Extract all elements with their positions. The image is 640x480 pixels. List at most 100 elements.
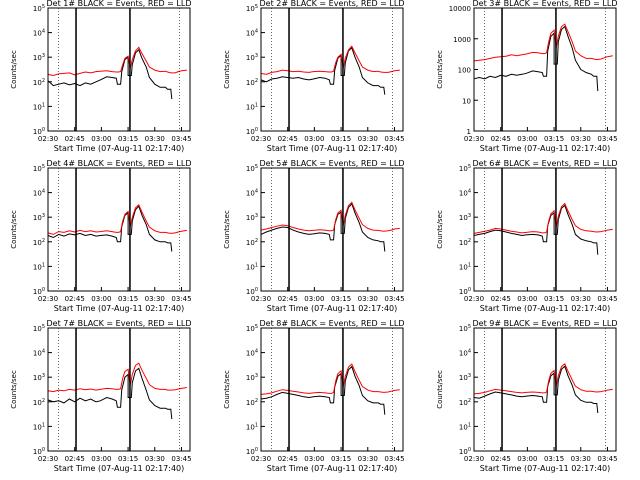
x-tick-label: 02:45	[65, 295, 85, 303]
plot-frame	[260, 327, 404, 452]
y-tick-base: 10	[33, 350, 42, 358]
y-tick-exponent: 1	[42, 102, 45, 108]
y-tick-exponent: 2	[468, 238, 471, 244]
y-tick-exponent: 5	[468, 324, 471, 330]
y-tick-label: 101	[33, 102, 45, 111]
y-tick-base: 10	[459, 214, 468, 222]
x-axis-label: Start Time (07-Aug-11 02:17:40)	[267, 304, 398, 313]
y-tick-base: 10	[459, 423, 468, 431]
x-tick-label: 03:30	[358, 295, 378, 303]
y-tick-exponent: 4	[42, 349, 45, 355]
x-axis-label: Start Time (07-Aug-11 02:17:40)	[480, 464, 611, 473]
y-axis-label: Counts/sec	[223, 370, 231, 409]
events-series-line	[473, 204, 599, 255]
x-tick-label: 03:30	[145, 455, 165, 463]
x-tick-label: 03:30	[358, 135, 378, 143]
y-tick-base: 10	[33, 325, 42, 333]
y-tick-label: 101	[33, 262, 45, 271]
lld-series-line	[260, 363, 400, 395]
x-tick-label: 02:30	[251, 455, 271, 463]
y-tick-label: 1000	[453, 36, 471, 44]
x-tick-label: 03:00	[91, 295, 111, 303]
chart-title: Det 7# BLACK = Events, RED = LLD	[47, 320, 192, 328]
y-tick-label: 101	[33, 422, 45, 431]
y-tick-label: 103	[459, 213, 471, 222]
x-tick-label: 03:00	[304, 135, 324, 143]
x-tick-label: 03:15	[118, 135, 138, 143]
y-tick-label: 102	[246, 398, 258, 407]
y-tick-base: 10	[33, 423, 42, 431]
y-tick-base: 10	[246, 350, 255, 358]
y-tick-exponent: 5	[468, 164, 471, 170]
x-tick-label: 02:30	[464, 455, 484, 463]
x-tick-label: 03:15	[118, 455, 138, 463]
x-tick-label: 02:45	[491, 295, 511, 303]
y-tick-label: 100	[246, 447, 258, 456]
y-tick-base: 100	[458, 67, 471, 75]
x-tick-label: 03:45	[597, 295, 617, 303]
y-tick-exponent: 1	[42, 262, 45, 268]
detector-chart-3: Det 3# BLACK = Events, RED = LLD10000100…	[436, 0, 618, 153]
y-tick-base: 10	[459, 165, 468, 173]
y-tick-exponent: 5	[255, 164, 258, 170]
x-tick-label: 03:15	[544, 135, 564, 143]
x-tick-label: 02:30	[464, 135, 484, 143]
x-axis-label: Start Time (07-Aug-11 02:17:40)	[480, 304, 611, 313]
x-axis-label: Start Time (07-Aug-11 02:17:40)	[267, 144, 398, 153]
x-tick-label: 02:30	[251, 295, 271, 303]
y-tick-base: 10	[462, 97, 471, 105]
lld-series-line	[47, 203, 187, 235]
y-tick-base: 10	[33, 239, 42, 247]
detector-chart-8: Det 8# BLACK = Events, RED = LLD10510410…	[223, 320, 405, 473]
y-tick-exponent: 4	[468, 189, 471, 195]
y-tick-base: 10	[246, 103, 255, 111]
y-tick-exponent: 0	[42, 127, 45, 133]
y-tick-exponent: 2	[42, 78, 45, 84]
y-tick-exponent: 5	[42, 164, 45, 170]
x-tick-label: 03:45	[171, 455, 191, 463]
y-tick-exponent: 4	[255, 189, 258, 195]
y-tick-base: 10	[459, 374, 468, 382]
y-tick-label: 105	[33, 4, 45, 13]
chart-title: Det 1# BLACK = Events, RED = LLD	[47, 0, 192, 8]
y-tick-label: 104	[33, 349, 45, 358]
y-tick-label: 100	[459, 447, 471, 456]
x-tick-label: 03:15	[331, 135, 351, 143]
y-tick-label: 1	[467, 128, 471, 136]
x-axis-label: Start Time (07-Aug-11 02:17:40)	[54, 464, 185, 473]
plot-frame	[473, 327, 617, 452]
y-tick-label: 103	[33, 53, 45, 62]
chart-title: Det 5# BLACK = Events, RED = LLD	[260, 160, 405, 168]
y-tick-exponent: 3	[468, 373, 471, 379]
y-tick-label: 100	[33, 287, 45, 296]
x-axis-label: Start Time (07-Aug-11 02:17:40)	[54, 144, 185, 153]
y-tick-base: 1000	[453, 36, 471, 44]
x-tick-label: 02:30	[464, 295, 484, 303]
y-tick-label: 101	[246, 102, 258, 111]
y-tick-base: 10	[33, 448, 42, 456]
y-tick-label: 102	[246, 238, 258, 247]
x-tick-label: 03:30	[571, 455, 591, 463]
y-tick-label: 100	[459, 287, 471, 296]
y-tick-exponent: 1	[468, 422, 471, 428]
y-tick-base: 10	[33, 5, 42, 13]
y-tick-label: 105	[246, 164, 258, 173]
y-tick-base: 10	[459, 239, 468, 247]
x-tick-label: 03:45	[597, 135, 617, 143]
y-tick-label: 101	[246, 422, 258, 431]
chart-title: Det 3# BLACK = Events, RED = LLD	[473, 0, 618, 8]
y-tick-base: 10	[246, 165, 255, 173]
x-tick-label: 03:30	[571, 295, 591, 303]
y-tick-label: 10	[462, 97, 471, 105]
chart-title: Det 2# BLACK = Events, RED = LLD	[260, 0, 405, 8]
plot-frame	[473, 167, 617, 292]
x-tick-label: 03:30	[145, 295, 165, 303]
y-tick-exponent: 4	[255, 349, 258, 355]
events-series-line	[47, 48, 173, 100]
events-series-line	[47, 367, 173, 420]
y-tick-base: 10	[246, 128, 255, 136]
y-tick-exponent: 2	[468, 398, 471, 404]
x-axis-label: Start Time (07-Aug-11 02:17:40)	[54, 304, 185, 313]
x-tick-label: 02:45	[278, 295, 298, 303]
y-tick-exponent: 1	[255, 262, 258, 268]
